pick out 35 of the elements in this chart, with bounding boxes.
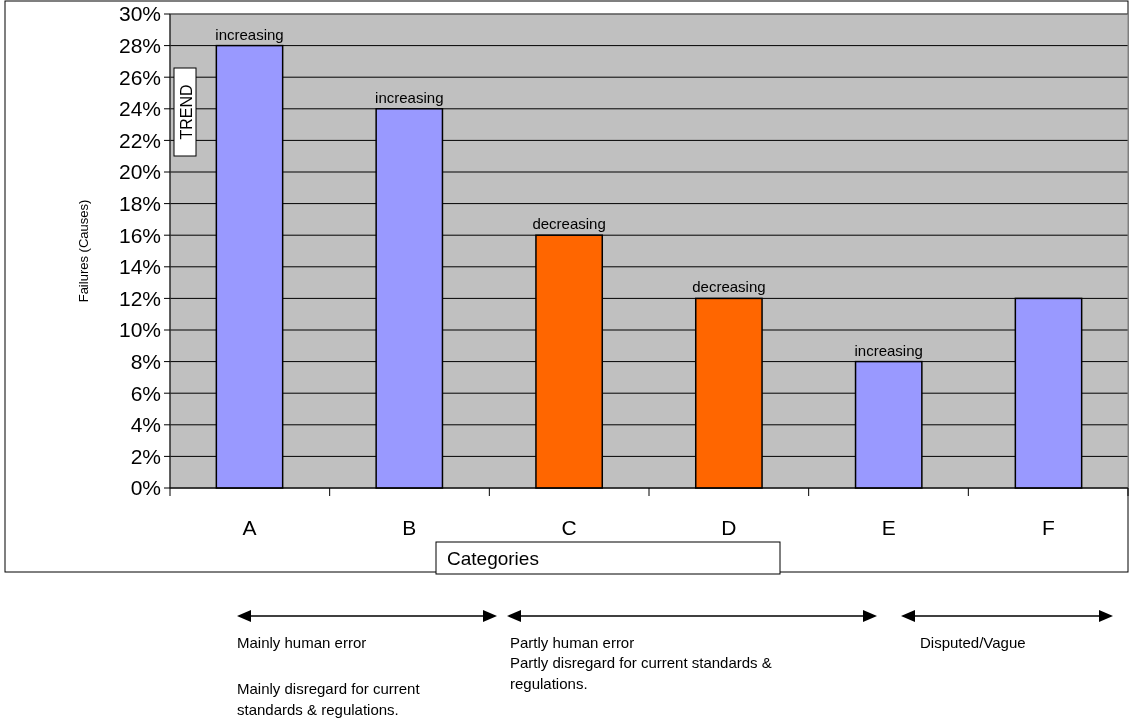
text: Partly disregard for current standards & regulations.	[510, 654, 772, 692]
y-tick-label: 28%	[118, 33, 161, 57]
annotation: TREND	[178, 84, 195, 140]
x-tick-label: A	[242, 516, 257, 539]
text: Partly human error	[510, 634, 635, 651]
y-tick-label: 16%	[118, 223, 161, 247]
y-tick-label: 4%	[130, 413, 161, 437]
y-tick-label: 0%	[130, 476, 161, 500]
annotation: increasing	[375, 88, 444, 106]
y-tick-label: 14%	[118, 255, 161, 279]
y-tick-label: 12%	[118, 286, 161, 310]
x-tick-label: C	[561, 516, 577, 539]
y-tick-label: 20%	[118, 160, 161, 184]
y-tick-label: 18%	[118, 191, 161, 215]
y-tick-label: 10%	[118, 318, 161, 342]
y-tick-label: 8%	[130, 349, 161, 373]
annotation: increasing	[215, 25, 284, 43]
annotation: decreasing	[532, 215, 606, 233]
text: Mainly disregard for current standards & regulations.	[237, 680, 421, 718]
annotation: increasing	[854, 341, 923, 359]
y-tick-label: 6%	[130, 381, 161, 405]
x-tick-label: E	[881, 516, 896, 539]
text: Mainly human error	[237, 634, 367, 651]
x-tick-label: D	[721, 516, 737, 539]
x-axis-title: Categories	[447, 548, 539, 569]
y-tick-label: 26%	[118, 65, 161, 89]
y-axis-title: Failures (Causes)	[76, 199, 91, 303]
x-tick-label: F	[1042, 516, 1055, 539]
y-tick-label: 24%	[118, 97, 161, 121]
y-tick-label: 30%	[118, 2, 161, 26]
annotation: decreasing	[692, 278, 766, 296]
y-tick-label: 22%	[118, 128, 161, 152]
x-tick-label: B	[402, 516, 417, 539]
text: Disputed/Vague	[920, 634, 1026, 651]
y-tick-label: 2%	[130, 444, 161, 468]
